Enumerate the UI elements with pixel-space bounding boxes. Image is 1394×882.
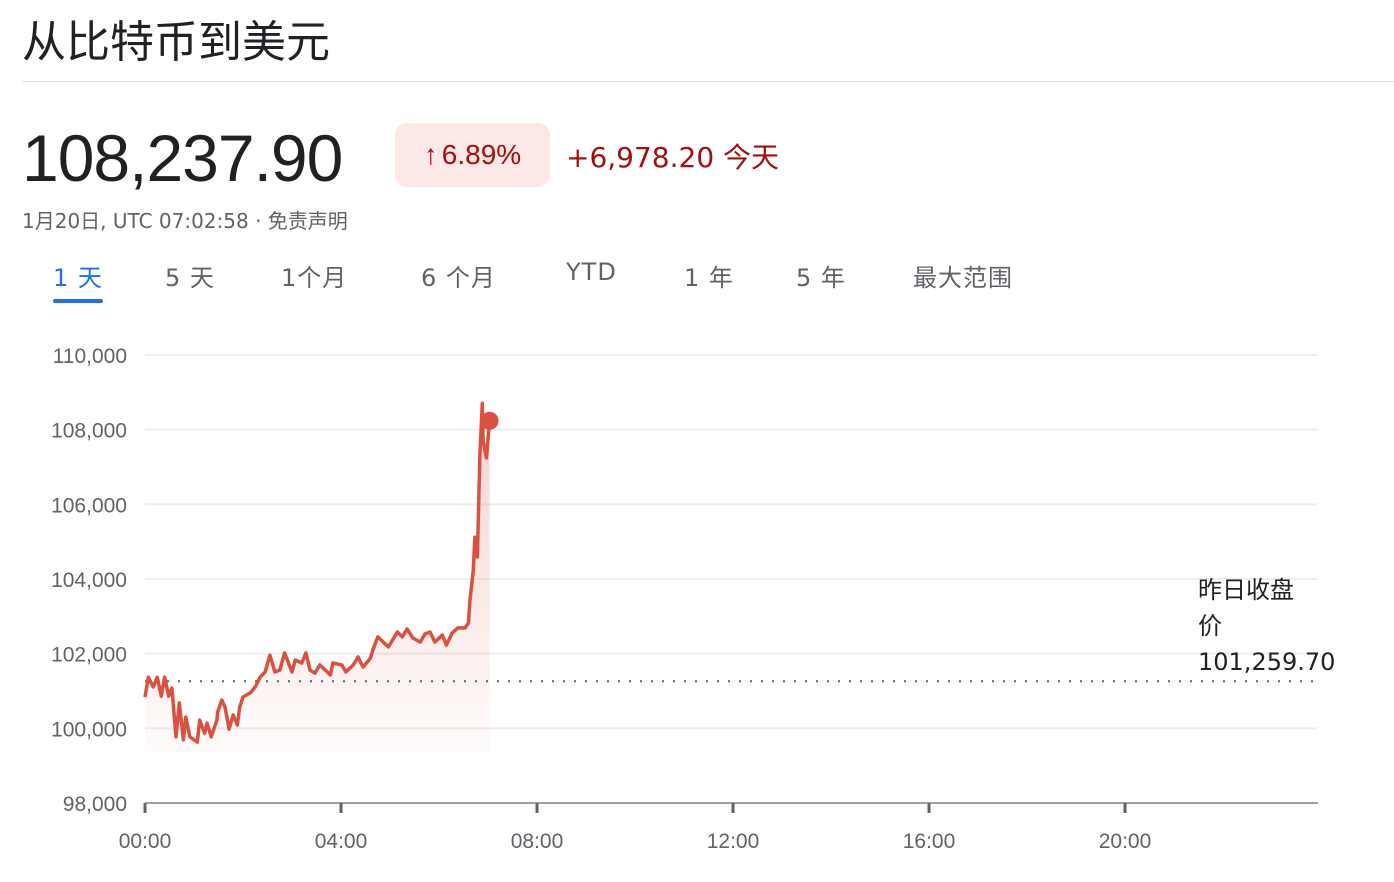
timestamp-disclaimer[interactable]: 1月20日, UTC 07:02:58 · 免责声明 xyxy=(22,209,348,233)
y-tick-label: 106,000 xyxy=(51,494,127,517)
change-absolute: +6,978.20 今天 xyxy=(566,141,780,174)
y-tick-label: 110,000 xyxy=(53,345,127,368)
change-percent-badge: ↑ 6.89% xyxy=(395,123,550,187)
x-tick-label: 08:00 xyxy=(511,830,564,853)
tab-6-month[interactable]: 6 个月 xyxy=(421,264,496,292)
tab-5-day[interactable]: 5 天 xyxy=(165,264,215,292)
y-tick-label: 98,000 xyxy=(63,793,127,816)
page-title: 从比特币到美元 xyxy=(22,17,330,68)
divider xyxy=(22,81,1394,82)
previous-close-title: 昨日收盘价 xyxy=(1198,576,1294,640)
x-tick-label: 00:00 xyxy=(119,830,172,853)
y-tick-label: 100,000 xyxy=(51,718,127,741)
previous-close-label: 昨日收盘价 101,259.70 xyxy=(1198,572,1335,680)
tab-1-month[interactable]: 1个月 xyxy=(281,264,348,292)
arrow-up-icon: ↑ xyxy=(423,139,438,170)
tab-1-year[interactable]: 1 年 xyxy=(684,264,734,292)
x-tick-label: 12:00 xyxy=(707,830,760,853)
x-tick-label: 04:00 xyxy=(315,830,368,853)
tab-1-day[interactable]: 1 天 xyxy=(53,258,103,303)
previous-close-value: 101,259.70 xyxy=(1198,648,1336,676)
y-tick-label: 108,000 xyxy=(51,420,127,443)
x-tick-label: 20:00 xyxy=(1099,830,1152,853)
tab-max[interactable]: 最大范围 xyxy=(913,264,1013,292)
tab-5-year[interactable]: 5 年 xyxy=(796,264,846,292)
x-tick-label: 16:00 xyxy=(903,830,956,853)
current-price: 108,237.90 xyxy=(22,121,343,195)
y-tick-label: 102,000 xyxy=(51,644,127,667)
current-price-dot xyxy=(480,411,499,430)
price-area-fill xyxy=(145,403,490,753)
y-tick-label: 104,000 xyxy=(51,569,127,592)
tab-ytd[interactable]: YTD xyxy=(566,258,617,286)
price-line xyxy=(143,401,492,744)
change-percent: 6.89% xyxy=(441,139,522,170)
